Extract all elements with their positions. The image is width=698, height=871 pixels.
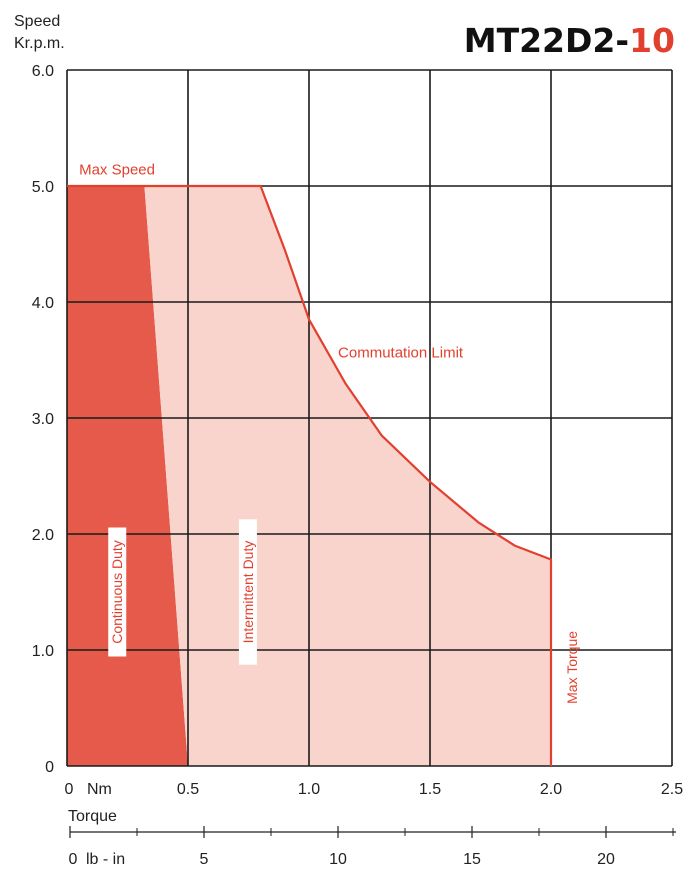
y-tick-label: 4.0 [32, 295, 54, 312]
annotation-continuous-duty-text: Continuous Duty [109, 540, 125, 644]
x-tick-label: 2.5 [661, 781, 683, 798]
annotation-max-torque-text: Max Torque [564, 631, 580, 704]
annotation-continuous-duty-box [108, 527, 127, 657]
secondary-x-tick-label: 5 [200, 851, 209, 868]
y-axis-label-line1: Speed [14, 13, 60, 30]
region-intermittent-duty [144, 186, 551, 766]
operating-boundary-line [67, 184, 553, 766]
x-axis-unit: Nm [87, 781, 112, 798]
annotation-continuous-duty: Continuous Duty [108, 527, 127, 657]
x-tick-label: 1.5 [419, 781, 441, 798]
y-tick-label: 3.0 [32, 411, 54, 428]
secondary-x-tick-label: 10 [329, 851, 347, 868]
annotation-intermittent-duty-box [238, 519, 257, 665]
chart-title: MT22D2-10 [464, 21, 675, 60]
title-model: MT22D2- [464, 21, 629, 60]
x-tick-label: 0 [65, 781, 74, 798]
x-tick-label: 1.0 [298, 781, 320, 798]
annotation-max-torque: Max Torque [564, 631, 580, 704]
title-suffix: 10 [629, 21, 675, 60]
x-axis-label: Torque [68, 808, 117, 825]
annotation-intermittent-duty: Intermittent Duty [238, 519, 257, 665]
y-tick-label: 2.0 [32, 527, 54, 544]
annotation-commutation-limit: Commutation Limit [338, 345, 464, 362]
secondary-x-axis-unit: lb - in [86, 851, 125, 868]
y-tick-label: 6.0 [32, 63, 54, 80]
annotation-intermittent-duty-text: Intermittent Duty [240, 541, 256, 644]
annotation-max-speed: Max Speed [79, 161, 155, 178]
y-tick-label: 5.0 [32, 179, 54, 196]
region-continuous-duty [67, 186, 188, 766]
y-axis-label-line2: Kr.p.m. [14, 35, 65, 52]
secondary-x-tick-label: 0 [69, 851, 78, 868]
secondary-x-tick-label: 15 [463, 851, 481, 868]
x-tick-label: 2.0 [540, 781, 562, 798]
y-tick-label: 0 [45, 759, 54, 776]
y-tick-label: 1.0 [32, 643, 54, 660]
x-tick-label: 0.5 [177, 781, 199, 798]
secondary-x-tick-label: 20 [597, 851, 615, 868]
